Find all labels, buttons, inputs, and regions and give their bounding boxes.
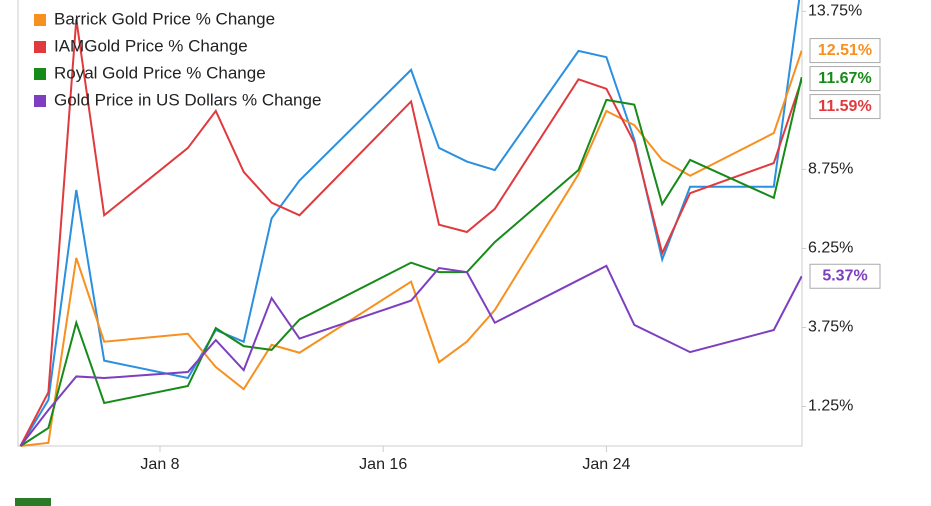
series-line xyxy=(19,19,802,447)
y-tick-label: 3.75% xyxy=(808,319,853,336)
x-tick-label: Jan 16 xyxy=(359,456,407,473)
y-tick-label: 8.75% xyxy=(808,161,853,178)
plot-area xyxy=(17,0,803,447)
legend-label: IAMGold Price % Change xyxy=(54,36,248,55)
value-label-box xyxy=(809,38,881,64)
value-label-box xyxy=(809,94,881,120)
lines xyxy=(19,0,802,447)
legend-swatch xyxy=(34,41,46,53)
series-line xyxy=(19,264,802,447)
y-tick-label: 6.25% xyxy=(808,240,853,257)
legend-label: Gold Price in US Dollars % Change xyxy=(54,90,321,109)
y-tick-label: 1.25% xyxy=(808,398,853,415)
value-label-box xyxy=(809,263,881,289)
x-tick-label: Jan 8 xyxy=(140,456,179,473)
x-tick-label: Jan 24 xyxy=(582,456,630,473)
legend-swatch xyxy=(34,95,46,107)
legend-label: Barrick Gold Price % Change xyxy=(54,9,275,28)
y-tick-label: 13.75% xyxy=(808,3,862,20)
value-label-box xyxy=(809,66,881,92)
legend-swatch xyxy=(34,14,46,26)
legend-swatch xyxy=(34,68,46,80)
series-line xyxy=(20,50,802,447)
value-label: 12.51% xyxy=(818,42,872,59)
value-label: 5.37% xyxy=(822,267,867,284)
logo xyxy=(15,498,51,506)
series-line xyxy=(19,76,802,447)
value-label: 11.59% xyxy=(818,98,871,115)
value-label: 11.67% xyxy=(818,70,871,87)
series-line xyxy=(19,0,801,447)
legend-label: Royal Gold Price % Change xyxy=(54,63,266,82)
